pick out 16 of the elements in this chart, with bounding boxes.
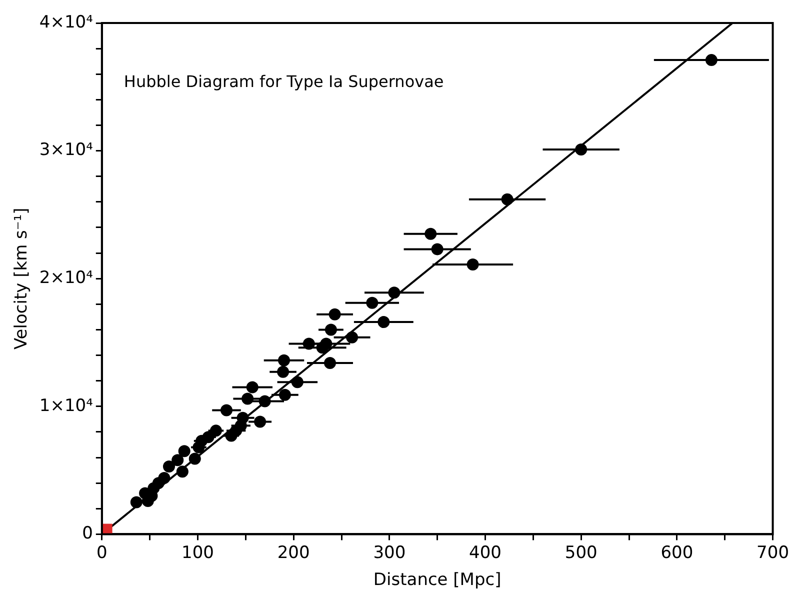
x-tick-label: 200 xyxy=(277,542,310,563)
y-tick-label: 0 xyxy=(82,524,93,544)
x-axis-title: Distance [Mpc] xyxy=(373,570,502,590)
y-tick-label: 1×10⁴ xyxy=(39,396,94,416)
x-tick-label: 500 xyxy=(564,542,598,563)
y-axis-title: Velocity [km s⁻¹] xyxy=(12,208,32,350)
x-tick-label: 0 xyxy=(96,542,108,563)
y-tick-label: 4×10⁴ xyxy=(39,12,94,32)
x-tick-label: 300 xyxy=(373,542,406,563)
x-tick-label: 100 xyxy=(182,542,214,563)
text: Hubble Diagram for Type Ia Supernovae xyxy=(124,72,444,92)
x-tick-label: 700 xyxy=(756,542,790,563)
x-tick-label: 400 xyxy=(469,542,502,563)
y-tick-label: 3×10⁴ xyxy=(39,140,94,160)
y-tick-label: 2×10⁴ xyxy=(39,268,94,288)
x-tick-label: 600 xyxy=(660,542,694,563)
